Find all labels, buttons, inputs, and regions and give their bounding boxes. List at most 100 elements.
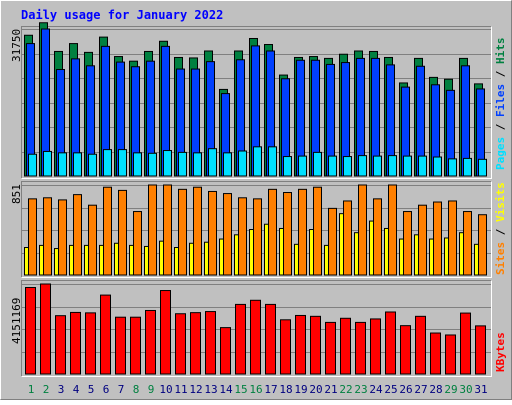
sites-bar bbox=[313, 186, 322, 276]
pages-bar bbox=[253, 146, 262, 177]
sites-bar bbox=[433, 201, 442, 276]
sites-bar bbox=[118, 189, 127, 276]
day-label: 10 bbox=[159, 383, 172, 396]
sites-bar bbox=[58, 199, 67, 276]
day-label: 19 bbox=[294, 383, 307, 396]
panel-bevel-dark bbox=[21, 181, 492, 278]
kbytes-bar bbox=[280, 319, 291, 375]
day-label: 12 bbox=[189, 383, 202, 396]
pages-bar bbox=[208, 148, 217, 177]
pages-bar bbox=[268, 146, 277, 177]
day-label: 7 bbox=[118, 383, 125, 396]
day-label: 31 bbox=[474, 383, 487, 396]
kbytes-bar bbox=[445, 334, 456, 375]
panel-bevel-dark bbox=[21, 26, 492, 179]
pages-bar bbox=[193, 152, 202, 177]
day-label: 26 bbox=[399, 383, 412, 396]
panel-bevel-light bbox=[21, 26, 492, 179]
panel-sites-visits: 851 Sites / Visits bbox=[10, 181, 507, 278]
sites-bar bbox=[328, 207, 337, 276]
pages-bar bbox=[223, 152, 232, 177]
legend-separator: / bbox=[494, 70, 507, 77]
sites-bar bbox=[478, 214, 487, 276]
max-label-kbytes: 4151169 bbox=[10, 298, 23, 344]
day-label: 24 bbox=[369, 383, 383, 396]
kbytes-bar bbox=[145, 309, 156, 375]
pages-bar bbox=[133, 152, 142, 177]
pages-bar bbox=[418, 155, 427, 177]
pages-bar bbox=[373, 155, 382, 177]
pages-bar bbox=[433, 156, 442, 177]
day-label: 3 bbox=[58, 383, 65, 396]
sites-bar bbox=[343, 200, 352, 276]
sites-bar bbox=[298, 188, 307, 276]
sites-bar bbox=[253, 198, 262, 276]
kbytes-bar bbox=[190, 312, 201, 375]
legend-separator: / bbox=[494, 123, 507, 130]
day-label: 16 bbox=[249, 383, 262, 396]
day-label: 9 bbox=[148, 383, 155, 396]
max-label-sites: 851 bbox=[10, 184, 23, 204]
sites-bar bbox=[103, 186, 112, 276]
pages-bar bbox=[88, 153, 97, 177]
day-label: 29 bbox=[444, 383, 457, 396]
pages-bar bbox=[238, 150, 247, 177]
day-label: 30 bbox=[459, 383, 472, 396]
kbytes-bar bbox=[235, 303, 246, 375]
sites-bar bbox=[73, 194, 82, 276]
day-label: 13 bbox=[204, 383, 217, 396]
legend-pages: Pages bbox=[494, 137, 507, 170]
kbytes-bar bbox=[460, 312, 471, 375]
pages-bar bbox=[103, 149, 112, 177]
pages-bar bbox=[73, 152, 82, 177]
day-label: 1 bbox=[28, 383, 35, 396]
sites-bar bbox=[178, 188, 187, 276]
kbytes-bar bbox=[220, 327, 231, 375]
legend-sites-visits: Sites / Visits bbox=[494, 182, 507, 275]
pages-bar bbox=[403, 155, 412, 177]
pages-bar bbox=[148, 152, 157, 177]
kbytes-bar bbox=[25, 286, 36, 375]
kbytes-bar bbox=[295, 314, 306, 375]
day-label: 28 bbox=[429, 383, 442, 396]
day-label: 27 bbox=[414, 383, 427, 396]
kbytes-bar bbox=[55, 315, 66, 375]
pages-bar bbox=[388, 155, 397, 177]
pages-bar bbox=[463, 157, 472, 177]
legend-pages-files-hits: Pages / Files / Hits bbox=[494, 38, 507, 171]
kbytes-bar bbox=[70, 311, 81, 375]
kbytes-bar bbox=[430, 332, 441, 375]
kbytes-bar bbox=[385, 311, 396, 375]
sites-bar bbox=[388, 184, 397, 276]
pages-bar bbox=[313, 151, 322, 177]
pages-bar bbox=[178, 151, 187, 177]
day-label: 5 bbox=[88, 383, 95, 396]
kbytes-bar bbox=[475, 325, 486, 375]
sites-bar bbox=[223, 193, 232, 276]
chart-title: Daily usage for January 2022 bbox=[21, 8, 223, 22]
kbytes-bar bbox=[355, 321, 366, 375]
sites-bar bbox=[403, 211, 412, 276]
kbytes-bar bbox=[340, 317, 351, 375]
sites-bar bbox=[148, 184, 157, 276]
day-label: 18 bbox=[279, 383, 292, 396]
panel-bevel-light bbox=[21, 181, 492, 278]
sites-bar bbox=[238, 197, 247, 276]
sites-bar bbox=[133, 211, 142, 276]
sites-bar bbox=[43, 197, 52, 276]
day-label: 17 bbox=[264, 383, 277, 396]
day-label: 22 bbox=[339, 383, 352, 396]
panel-kbytes: 4151169 KBytes bbox=[10, 280, 507, 377]
legend-hits: Hits bbox=[494, 38, 507, 65]
kbytes-bar bbox=[370, 318, 381, 375]
sites-visits-bars bbox=[24, 184, 487, 276]
day-label: 11 bbox=[174, 383, 187, 396]
day-label: 21 bbox=[324, 383, 337, 396]
legend-files: Files bbox=[494, 84, 507, 117]
sites-bar bbox=[88, 204, 97, 276]
x-axis-day-labels: 1 2 3 4 5 6 7 8 9 10 11 12 13 14 15 16 17 18 19 20 21 22 23 24 2… bbox=[28, 383, 488, 396]
panel-bevel-dark bbox=[21, 280, 492, 377]
day-label: 15 bbox=[234, 383, 247, 396]
